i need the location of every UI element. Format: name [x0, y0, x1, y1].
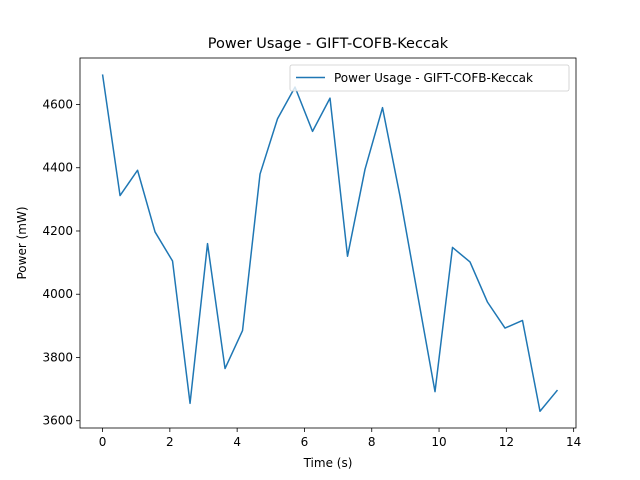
x-axis-label: Time (s): [303, 456, 353, 470]
legend-label: Power Usage - GIFT-COFB-Keccak: [334, 71, 533, 85]
x-tick-label: 8: [368, 435, 376, 449]
y-tick-label: 4000: [42, 287, 73, 301]
legend-box: [289, 64, 570, 92]
x-tick-label: 14: [566, 435, 581, 449]
x-tick-label: 10: [431, 435, 446, 449]
y-axis-label: Power (mW): [15, 206, 29, 279]
axes-ticks: 0 2 4 6 8 10 12 14 3600 3800 4000 4200 4400 4600: [42, 97, 581, 449]
x-tick-label: 6: [301, 435, 309, 449]
chart-title: Power Usage - GIFT-COFB-Keccak: [208, 36, 449, 52]
y-tick-label: 3800: [42, 350, 73, 364]
legend: Power Usage - GIFT-COFB-Keccak: [289, 64, 570, 92]
plot-frame: [79, 57, 577, 429]
y-tick-label: 4400: [42, 161, 73, 175]
x-tick-label: 2: [166, 435, 174, 449]
y-tick-label: 4600: [42, 97, 73, 111]
x-tick-label: 0: [99, 435, 107, 449]
x-tick-label: 12: [499, 435, 514, 449]
y-tick-label: 4200: [42, 224, 73, 238]
y-tick-label: 3600: [42, 414, 73, 428]
x-tick-label: 4: [233, 435, 241, 449]
